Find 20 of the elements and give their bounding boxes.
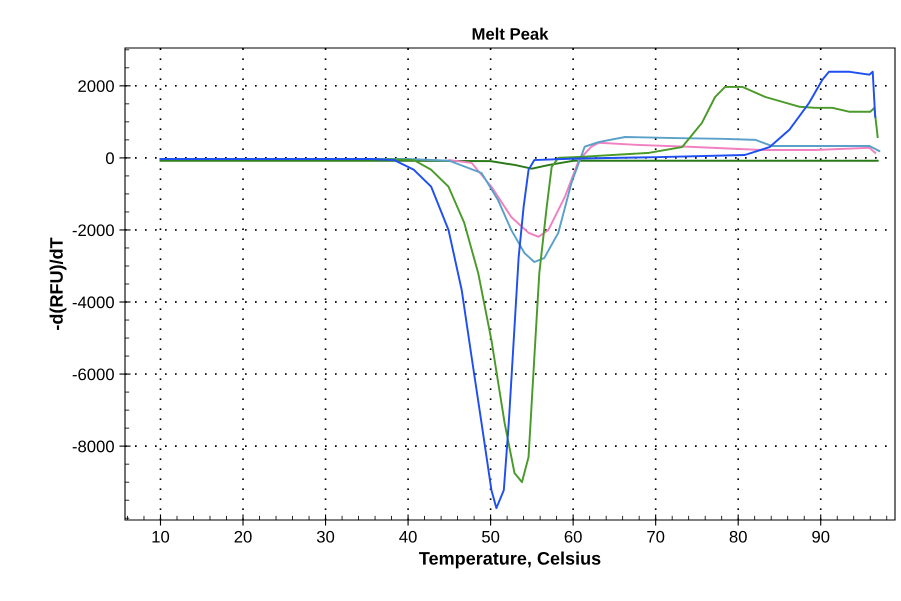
- y-tick-label: -8000: [72, 440, 114, 452]
- x-tick-label: 80: [730, 530, 747, 543]
- chart-title: Melt Peak: [472, 28, 548, 40]
- x-tick-label: 90: [812, 530, 830, 543]
- x-axis-title: Temperature, Celsius: [419, 552, 600, 568]
- y-tick-label: -4000: [72, 296, 114, 308]
- x-tick-label: 70: [647, 530, 664, 543]
- x-tick-label: 60: [564, 530, 582, 543]
- y-tick-label: -2000: [72, 224, 114, 236]
- line-series: [448, 142, 876, 238]
- line-series: [160, 160, 879, 170]
- y-axis-title: -d(RFU)/dT: [50, 238, 66, 330]
- x-tick-label: 30: [316, 530, 334, 543]
- y-tick-label: -6000: [72, 368, 114, 380]
- y-tick-label: 2000: [78, 80, 114, 92]
- y-tick-label: 0: [106, 152, 114, 164]
- x-tick-label: 50: [482, 530, 500, 543]
- x-tick-label: 40: [399, 530, 417, 543]
- x-tick-label: 10: [152, 530, 170, 543]
- x-tick-label: 20: [234, 530, 252, 543]
